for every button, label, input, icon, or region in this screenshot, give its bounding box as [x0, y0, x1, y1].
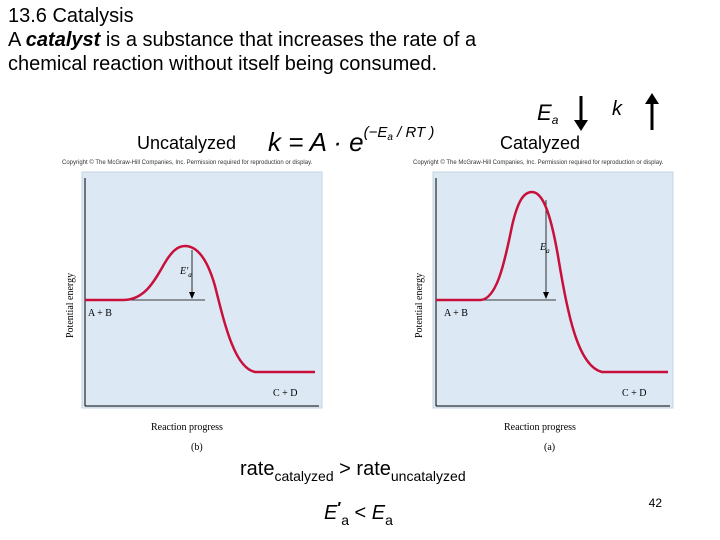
rate-operator: > — [333, 458, 357, 480]
y-axis-label: Potential energy — [414, 273, 425, 338]
ea-prime-sub: a — [341, 512, 349, 528]
ea-prime-sub: a — [188, 271, 192, 279]
panel-tag: (b) — [191, 442, 203, 453]
ea-main: E — [539, 242, 546, 253]
x-axis-label: Reaction progress — [504, 422, 576, 433]
slide-title: 13.6 Catalysis — [8, 5, 134, 27]
ea-prime-main: E′ — [179, 266, 189, 277]
y-axis-label: Potential energy — [65, 273, 76, 338]
catalyzed-energy-diagram: A + B C + D Ea Reaction progress (a) Pot… — [414, 171, 674, 453]
products-label: C + D — [273, 388, 298, 399]
k-label: k — [612, 98, 622, 120]
ea-comparison: E′a < Ea — [324, 500, 393, 528]
k-increase-arrow-icon — [645, 93, 659, 130]
ea-label-sub: a — [551, 113, 559, 127]
ea-arrowhead-icon — [543, 292, 549, 299]
ea-main: E — [371, 502, 386, 524]
ea-prime-label: E′a — [179, 266, 192, 279]
definition-suffix: is a substance that increases the rate o… — [100, 29, 477, 51]
copyright-right: Copyright © The McGraw-Hill Companies, I… — [413, 160, 664, 166]
rate-catalyzed-sub: catalyzed — [274, 468, 334, 484]
panel-background — [432, 171, 674, 409]
ea-label: Ea — [539, 242, 550, 255]
equation-lhs: k = A · e — [268, 127, 364, 157]
exponent-main: (−E — [363, 124, 388, 141]
definition-line-2: chemical reaction without itself being c… — [8, 53, 438, 75]
equation-exponent: (−Ea / RT ) — [363, 124, 435, 143]
products-label: C + D — [622, 388, 647, 399]
energy-curve — [436, 190, 668, 374]
rate-catalyzed: rate — [240, 458, 275, 480]
exponent-sub: a — [387, 132, 393, 143]
panel-background — [81, 171, 323, 409]
copyright-left: Copyright © The McGraw-Hill Companies, I… — [62, 160, 313, 166]
ea-prime-arrowhead-icon — [189, 292, 195, 299]
ea-increase-arrow-icon — [574, 96, 588, 131]
definition-prefix: A — [8, 29, 26, 51]
ea-operator: < — [354, 502, 372, 524]
ea-prime-main: E — [324, 502, 338, 524]
rate-uncatalyzed: rate — [356, 458, 391, 480]
definition-line: A catalyst is a substance that increases… — [8, 28, 476, 52]
uncatalyzed-energy-diagram: A + B C + D E′a Reaction progress (b) Po… — [65, 171, 323, 453]
reactants-label: A + B — [88, 308, 112, 319]
ea-label: Ea — [537, 100, 558, 127]
arrhenius-equation: k = A · e(−Ea / RT ) — [268, 124, 434, 158]
rate-uncatalyzed-sub: uncatalyzed — [390, 468, 466, 484]
rate-comparison: ratecatalyzed > rateuncatalyzed — [240, 458, 466, 484]
x-axis-label: Reaction progress — [151, 422, 223, 433]
reactants-label: A + B — [444, 308, 468, 319]
ea-label-main: E — [537, 100, 552, 125]
panel-tag: (a) — [544, 442, 555, 453]
ea-prime-mark: ′ — [337, 500, 342, 517]
definition-term: catalyst — [25, 29, 101, 51]
uncatalyzed-label: Uncatalyzed — [137, 133, 237, 153]
page-number: 42 — [648, 496, 662, 510]
energy-curve — [85, 244, 315, 374]
ea-sub: a — [385, 512, 393, 528]
catalyzed-label: Catalyzed — [500, 133, 581, 153]
exponent-tail: / RT ) — [392, 124, 435, 141]
ea-sub: a — [546, 247, 550, 255]
